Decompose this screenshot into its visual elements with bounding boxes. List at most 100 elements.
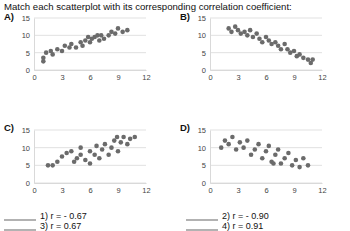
tick: 0 [32, 183, 36, 195]
grid-line [210, 147, 322, 148]
point [44, 50, 49, 55]
tick: 15 [22, 126, 34, 135]
tick-label: 12 [318, 186, 326, 195]
answer-blank [186, 230, 218, 231]
point [75, 156, 80, 161]
grid [210, 130, 322, 183]
tick: 12 [142, 183, 150, 195]
point [55, 160, 60, 165]
point [102, 37, 107, 42]
tick-label: 3 [60, 186, 64, 195]
point [46, 163, 51, 168]
points [226, 24, 315, 65]
point [69, 42, 74, 47]
point [115, 135, 120, 140]
tick: 5 [26, 49, 34, 58]
tick: 6 [264, 183, 268, 195]
chart: B)051015036912 [180, 11, 327, 82]
points [219, 135, 310, 170]
tick: 10 [198, 31, 210, 40]
tick: 6 [264, 70, 268, 82]
point [226, 142, 231, 147]
tick: 6 [88, 183, 92, 195]
point [55, 47, 60, 52]
point [241, 145, 246, 150]
tick-label: 6 [264, 73, 268, 82]
grid-line [210, 183, 322, 184]
point [125, 28, 130, 33]
tick-label: 15 [22, 126, 30, 135]
tick-label: 0 [26, 66, 30, 75]
tick: 9 [292, 183, 296, 195]
points [41, 26, 130, 64]
tick-label: 5 [202, 49, 206, 58]
tick: 3 [236, 70, 240, 82]
tick: 10 [22, 31, 34, 40]
axis-line [211, 183, 323, 184]
tick: 10 [198, 144, 210, 153]
point [100, 147, 105, 152]
point [282, 42, 287, 47]
point [301, 56, 306, 61]
tick: 15 [198, 14, 210, 23]
points [46, 135, 137, 168]
answer-blank [4, 220, 36, 221]
tick: 5 [202, 49, 210, 58]
answer-option: 3) r = 0.67 [40, 221, 81, 231]
tick: 12 [318, 70, 326, 82]
grid-line [34, 147, 146, 148]
point [116, 26, 121, 31]
point [41, 56, 46, 61]
point [69, 149, 74, 154]
point [125, 142, 130, 147]
point [50, 52, 55, 57]
point [245, 33, 250, 38]
point [223, 138, 228, 143]
tick-label: 5 [26, 161, 30, 170]
point [95, 33, 100, 38]
tick: 0 [32, 70, 36, 82]
tick-label: 0 [32, 186, 36, 195]
chart: C)051015036912 [4, 122, 151, 195]
point [78, 145, 83, 150]
point [234, 147, 239, 152]
point [120, 30, 125, 35]
point [60, 49, 65, 54]
tick-label: 0 [208, 186, 212, 195]
tick-label: 12 [142, 186, 150, 195]
tick: 6 [88, 70, 92, 82]
tick-label: 10 [22, 31, 30, 40]
point [103, 142, 108, 147]
chart: D)051015036912 [180, 122, 327, 195]
tick: 9 [116, 183, 120, 195]
x-axis: 036912 [32, 70, 150, 82]
point [248, 28, 253, 33]
tick-label: 12 [318, 73, 326, 82]
chart-title: A) [4, 11, 14, 22]
tick-label: 5 [26, 49, 30, 58]
point [63, 43, 68, 48]
tick: 0 [208, 183, 212, 195]
y-axis: 051015 [22, 14, 35, 75]
grid-line [210, 52, 322, 53]
answer-option: 4) r = 0.91 [222, 221, 263, 231]
point [297, 165, 302, 170]
tick-label: 12 [142, 73, 150, 82]
grid-line [210, 165, 322, 166]
point [78, 152, 83, 157]
answer-blank [186, 220, 218, 221]
tick-label: 10 [22, 144, 30, 153]
point [253, 147, 258, 152]
tick-label: 3 [236, 186, 240, 195]
y-axis: 051015 [198, 14, 211, 75]
chart: A)051015036912 [4, 11, 151, 82]
point [230, 135, 235, 140]
tick-label: 6 [88, 186, 92, 195]
y-axis: 051015 [198, 126, 211, 188]
grid-line [210, 18, 322, 19]
tick-label: 9 [292, 73, 296, 82]
point [286, 151, 291, 156]
point [301, 156, 306, 161]
axis-line [210, 131, 211, 184]
tick-label: 9 [116, 186, 120, 195]
